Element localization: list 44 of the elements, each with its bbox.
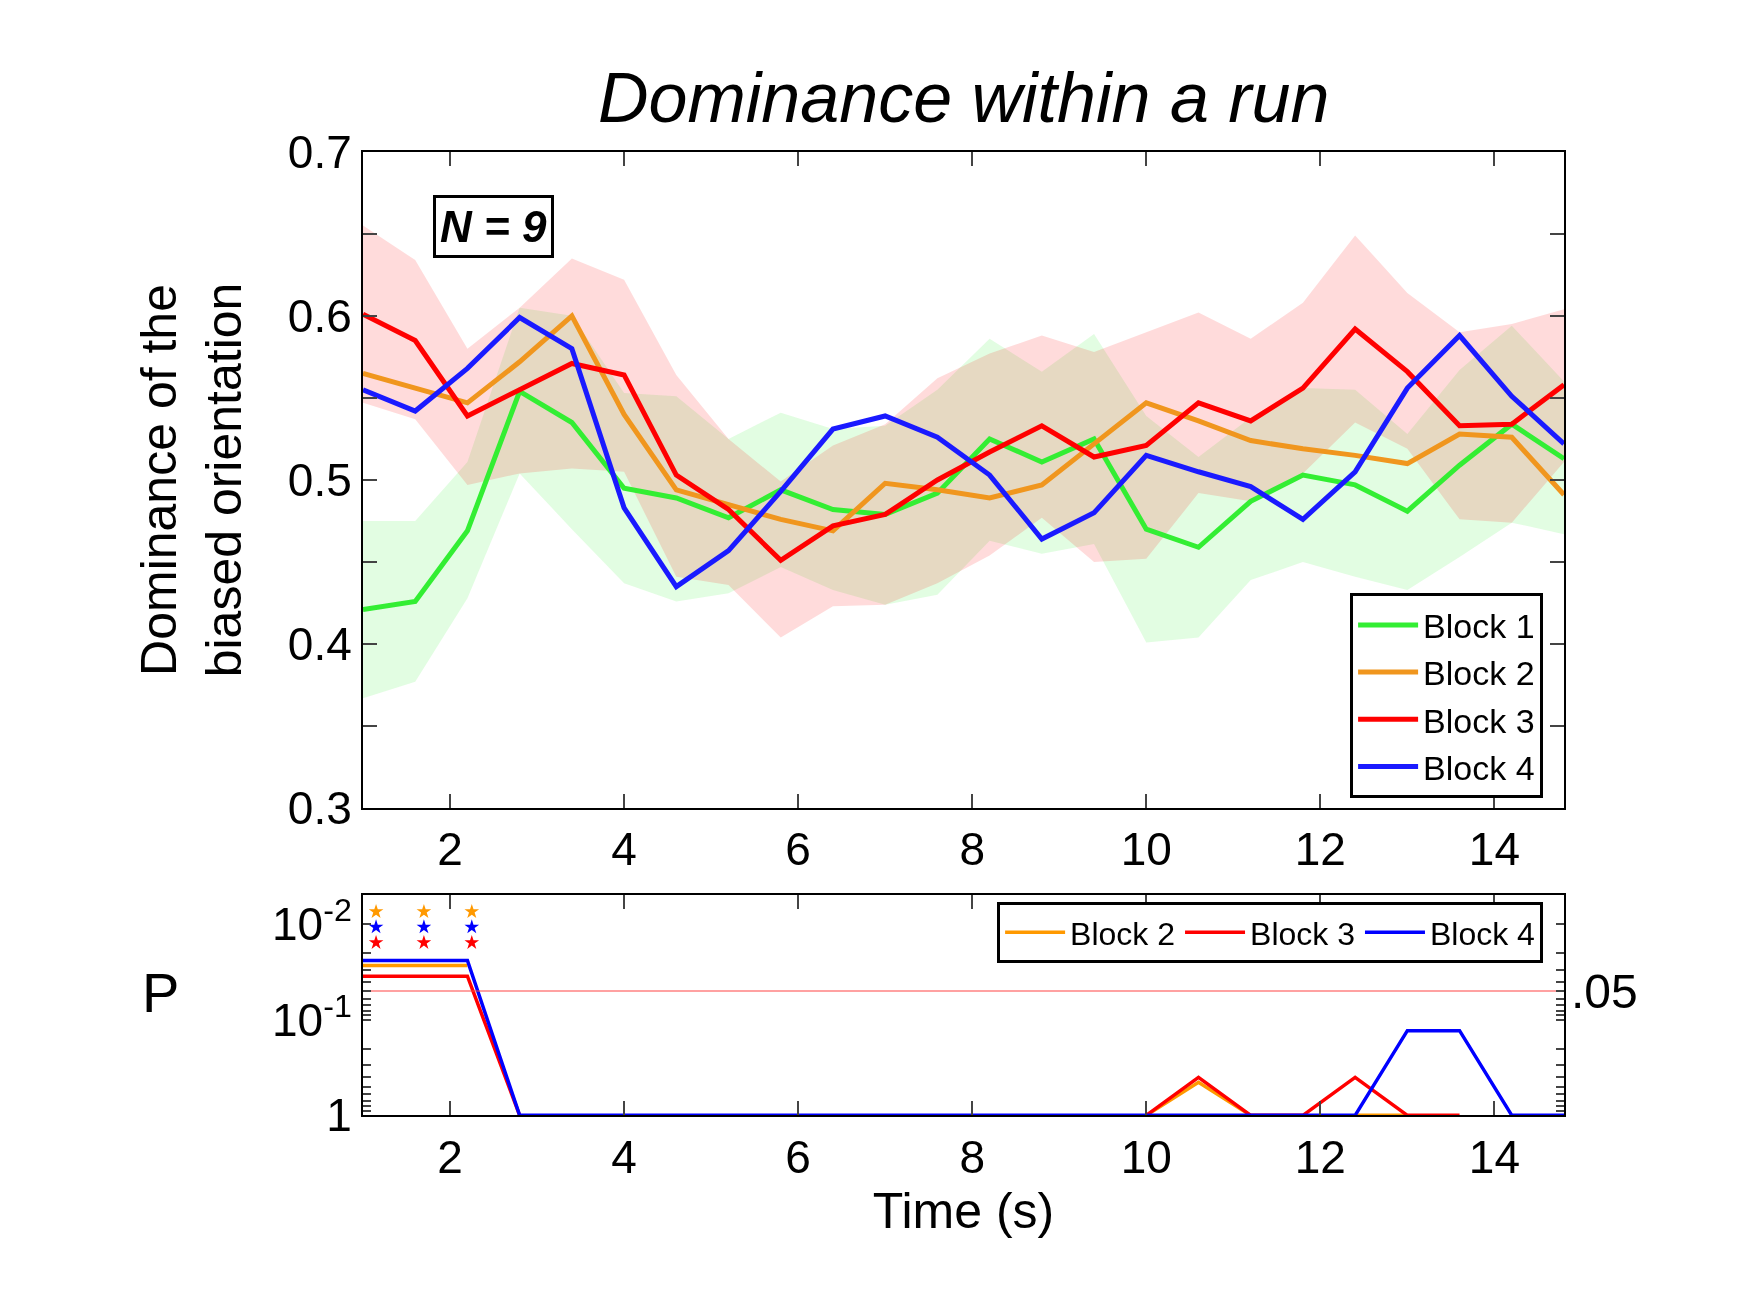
x-tick-label: 12: [1294, 1130, 1346, 1183]
y-axis-title: P: [142, 961, 180, 1024]
legend-label: Block 4: [1423, 748, 1535, 787]
chart-title: Dominance within a run: [598, 59, 1330, 137]
point: [464, 934, 480, 949]
point: [368, 904, 384, 918]
y-tick-label: 0.3: [287, 782, 352, 835]
x-tick-label: 6: [785, 1130, 811, 1183]
point: [416, 904, 432, 918]
annotation: N = 9: [440, 202, 547, 251]
x-tick-label: 14: [1468, 1130, 1520, 1183]
legend-label: Block 3: [1250, 915, 1355, 952]
legend-label: Block 1: [1423, 607, 1535, 646]
point: [464, 919, 480, 934]
x-tick-label: 10: [1120, 823, 1172, 876]
x-tick-label: 14: [1468, 823, 1520, 876]
legend-label: Block 2: [1423, 654, 1535, 693]
y-tick-label: 0.4: [287, 618, 352, 671]
y-tick-label: 0.5: [287, 454, 352, 507]
point: [368, 934, 384, 949]
y-tick-label: 10$^{-2}$: [272, 891, 352, 951]
legend-label: Block 2: [1070, 915, 1176, 952]
legend-label: Block 4: [1429, 915, 1535, 952]
y-tick-label: 0.6: [287, 289, 352, 342]
ref-line-label: .05: [1571, 965, 1638, 1018]
point: [416, 919, 432, 934]
x-tick-label: 2: [437, 1130, 463, 1183]
x-tick-label: 2: [437, 823, 463, 876]
y-tick-label: 1: [326, 1089, 352, 1142]
point: [416, 934, 432, 949]
x-axis-title: Time (s): [872, 1182, 1055, 1239]
y-tick-label: 0.7: [287, 125, 352, 178]
x-tick-label: 4: [611, 823, 637, 876]
y-tick-label: 10$^{-1}$: [272, 987, 352, 1046]
y-axis-title: Dominance of the biased orientation: [131, 282, 253, 678]
x-tick-label: 10: [1120, 1130, 1172, 1183]
x-tick-label: 12: [1294, 823, 1346, 876]
x-tick-label: 6: [785, 823, 811, 876]
point: [464, 904, 480, 918]
point: [368, 919, 384, 934]
legend-label: Block 3: [1423, 701, 1535, 740]
x-tick-label: 4: [611, 1130, 637, 1183]
x-tick-label: 8: [959, 823, 985, 876]
x-tick-label: 8: [959, 1130, 985, 1183]
